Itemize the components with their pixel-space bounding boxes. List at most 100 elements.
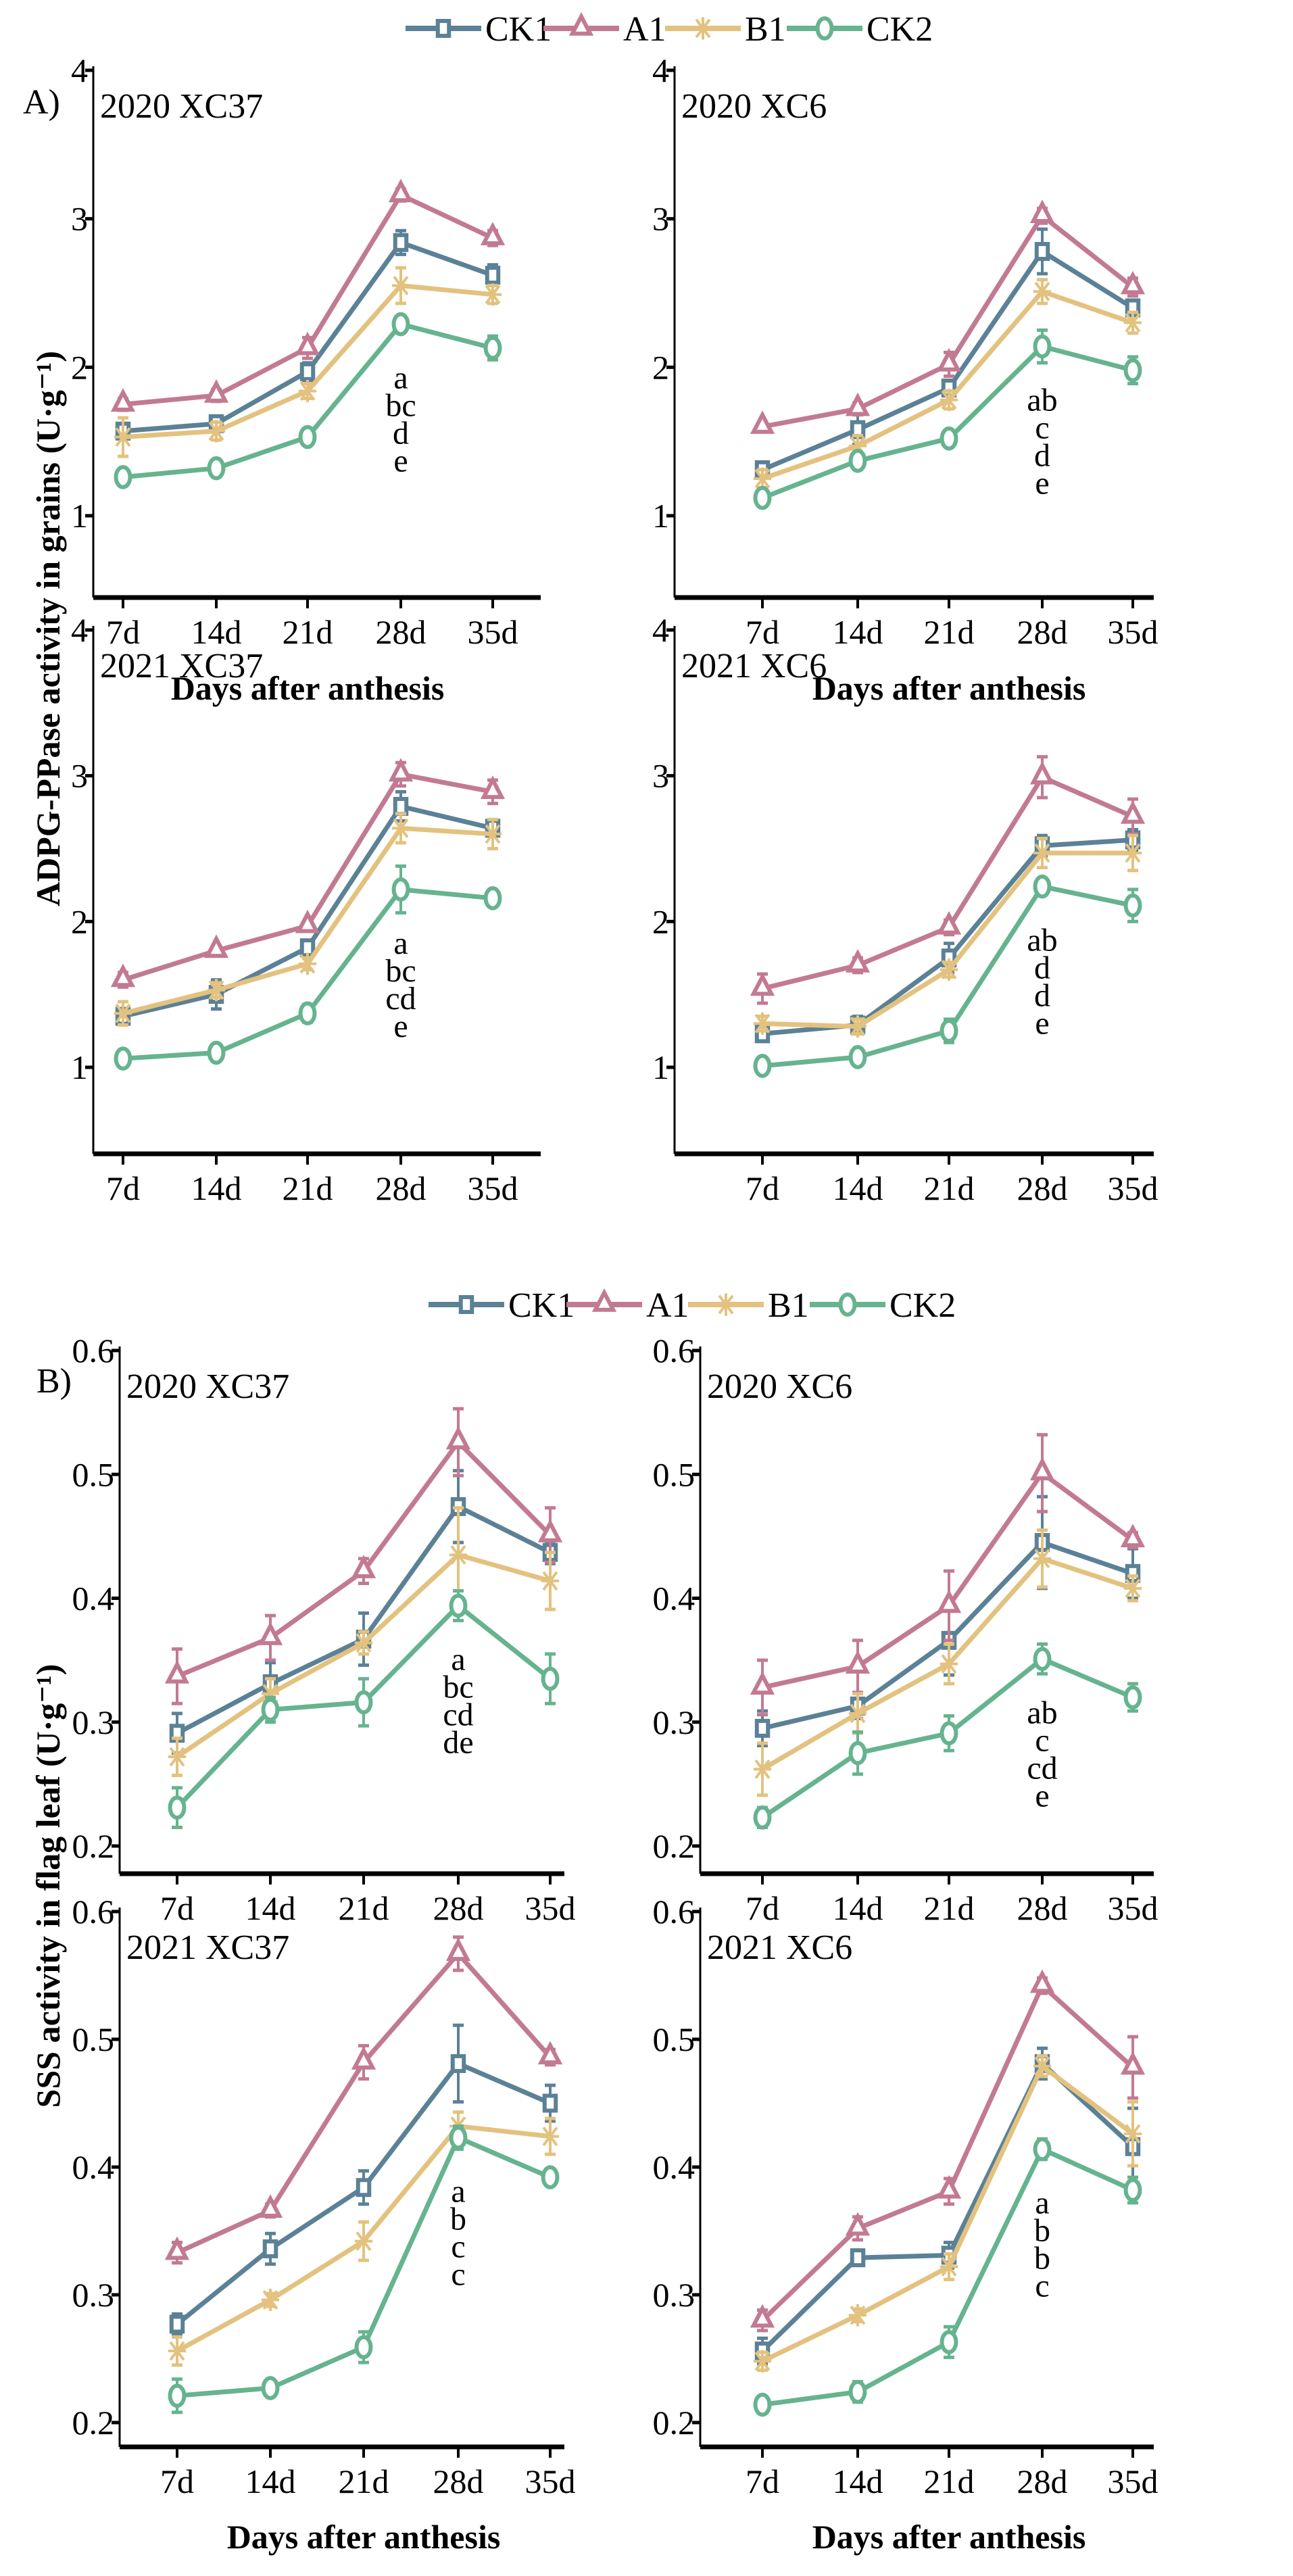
data-point — [940, 1653, 958, 1676]
x-tick-label: 7d — [746, 613, 779, 651]
significance-letter: d — [1034, 950, 1050, 986]
y-tick-label: 4 — [652, 51, 669, 89]
legend-item-ck1: CK1 — [429, 1286, 575, 1325]
panel-title: 2020 XC6 — [707, 1367, 852, 1406]
significance-letter: bc — [443, 1669, 473, 1705]
significance-letter: cd — [443, 1697, 473, 1732]
x-tick-label: 14d — [833, 2462, 883, 2500]
data-point — [541, 2125, 560, 2148]
x-tick-label: 28d — [376, 1169, 426, 1207]
data-point — [848, 1741, 867, 1766]
y-tick-label: 0.6 — [72, 1332, 115, 1369]
legend-a: CK1 A1 B1 CK2 — [406, 10, 933, 49]
x-tick-label: 35d — [468, 1169, 518, 1207]
data-point — [168, 1745, 187, 1768]
series-ck2 — [753, 328, 1142, 510]
data-point — [750, 410, 775, 434]
data-point — [1123, 1685, 1142, 1709]
data-point — [207, 1040, 226, 1065]
legend-item-ck2: CK2 — [787, 10, 933, 49]
series-ck1 — [115, 789, 501, 1026]
data-point — [1123, 2178, 1142, 2202]
data-point — [445, 1426, 471, 1450]
data-point — [753, 1053, 772, 1078]
x-axis-label-b-right: Days after anthesis — [812, 2518, 1086, 2556]
x-tick-label: 7d — [746, 2462, 779, 2500]
data-point — [845, 2212, 871, 2236]
data-point — [848, 1045, 867, 1069]
significance-letter: ab — [1027, 383, 1057, 418]
y-tick-label: 0.3 — [72, 2276, 115, 2314]
data-point — [110, 963, 136, 988]
x-axis-label-a-right: Days after anthesis — [812, 669, 1086, 707]
data-point — [164, 1659, 190, 1684]
data-point — [450, 2053, 466, 2073]
series-b1 — [753, 2054, 1142, 2373]
x-tick-label: 21d — [283, 1169, 333, 1207]
panel-8: 0.2 0.3 0.4 0.5 0.6 7d 14d 21d 28d 35d 2021 XC6 abb… — [653, 1893, 1158, 2500]
data-point — [391, 877, 410, 902]
x-tick-label: 14d — [833, 613, 883, 651]
y-tick-label: 0.4 — [72, 1580, 115, 1618]
significance-letter: a — [1035, 2185, 1049, 2221]
legend-label: CK1 — [508, 1286, 575, 1325]
x-tick-label: 14d — [191, 1169, 242, 1207]
x-tick-label: 21d — [924, 1889, 975, 1927]
data-point — [354, 2230, 373, 2253]
significance-letter: bc — [385, 388, 416, 424]
data-point — [388, 758, 414, 782]
panel-title: 2020 XC6 — [681, 87, 827, 126]
significance-letter: b — [1034, 2241, 1050, 2277]
data-point — [537, 2041, 563, 2065]
data-point — [848, 2379, 867, 2404]
panel-title: 2020 XC37 — [100, 87, 263, 126]
data-point — [1033, 874, 1052, 899]
x-tick-label: 28d — [1017, 613, 1068, 651]
y-tick-label: 0.4 — [653, 2148, 696, 2186]
data-point — [114, 1046, 132, 1071]
significance-letter: ab — [1027, 923, 1057, 958]
data-point — [261, 2376, 280, 2400]
data-point — [388, 178, 414, 203]
data-point — [1033, 842, 1052, 865]
data-point — [936, 1589, 962, 1613]
data-point — [750, 972, 775, 996]
data-point — [354, 1690, 373, 1715]
data-point — [845, 948, 871, 973]
significance-letter: cd — [385, 981, 416, 1017]
x-tick-label: 14d — [833, 1889, 883, 1927]
data-point — [750, 1671, 775, 1695]
significance-letter: a — [451, 2174, 465, 2210]
significance-letter: de — [443, 1724, 473, 1760]
data-point — [753, 1757, 772, 1780]
data-point — [537, 1518, 563, 1542]
legend-item-b1: B1 — [665, 10, 786, 49]
panel-title: 2021 XC6 — [681, 647, 827, 685]
x-tick-label: 35d — [1108, 1889, 1158, 1927]
series-a1 — [110, 178, 506, 412]
data-point — [848, 2304, 867, 2327]
significance-letter: d — [393, 416, 409, 452]
x-tick-label: 35d — [525, 2462, 576, 2500]
data-point — [298, 379, 317, 402]
data-point — [169, 2314, 185, 2334]
y-tick-label: 0.3 — [653, 1703, 696, 1741]
y-tick-label: 1 — [71, 1048, 88, 1086]
significance-letter: b — [1034, 2213, 1050, 2249]
data-point — [940, 2255, 958, 2278]
significance-letter: c — [451, 2257, 465, 2293]
y-tick-label: 2 — [652, 902, 669, 940]
data-point — [1029, 760, 1055, 785]
data-point — [541, 1570, 560, 1593]
significance-letter: c — [1035, 1722, 1049, 1758]
significance-letter: a — [393, 360, 408, 396]
section-label-b: B) — [36, 1362, 72, 1401]
series-ck2 — [753, 874, 1142, 1078]
significance-letter: c — [451, 2229, 465, 2265]
y-tick-label: 0.6 — [653, 1893, 696, 1930]
legend-marker-square-icon — [435, 19, 452, 38]
x-tick-label: 14d — [245, 1889, 296, 1927]
data-point — [936, 347, 962, 372]
data-point — [936, 2174, 962, 2199]
